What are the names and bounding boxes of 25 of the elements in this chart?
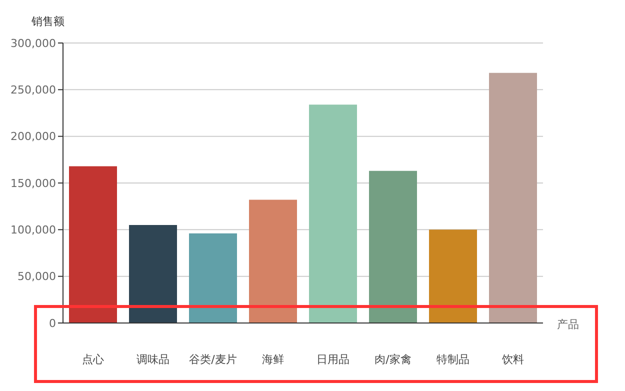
y-tick-label: 0 bbox=[49, 316, 56, 330]
x-tick-label: 饮料 bbox=[501, 352, 524, 366]
bar bbox=[129, 225, 177, 323]
bar bbox=[429, 230, 477, 323]
x-tick-label: 日用品 bbox=[316, 352, 350, 366]
x-tick-label: 谷类/麦片 bbox=[189, 352, 237, 366]
y-tick-label: 250,000 bbox=[10, 84, 56, 97]
bar bbox=[369, 170, 417, 323]
x-tick-label: 海鲜 bbox=[262, 352, 284, 366]
bar bbox=[309, 104, 357, 323]
bar bbox=[69, 166, 117, 323]
bar bbox=[189, 233, 237, 323]
bar bbox=[489, 72, 537, 323]
x-tick-label: 调味品 bbox=[136, 352, 170, 366]
bar bbox=[249, 200, 297, 323]
y-tick-label: 50,000 bbox=[18, 270, 56, 284]
y-tick-label: 300,000 bbox=[10, 36, 56, 50]
x-tick-label: 特制品 bbox=[436, 352, 470, 366]
x-axis-title: 产品 bbox=[557, 318, 579, 331]
x-tick-label: 肉/家禽 bbox=[374, 352, 412, 366]
x-tick-label: 点心 bbox=[82, 352, 104, 366]
y-tick-label: 100,000 bbox=[10, 224, 56, 237]
y-axis-title: 销售额 bbox=[30, 15, 64, 28]
y-tick-label: 150,000 bbox=[10, 176, 56, 190]
y-tick-label: 200,000 bbox=[10, 130, 56, 144]
